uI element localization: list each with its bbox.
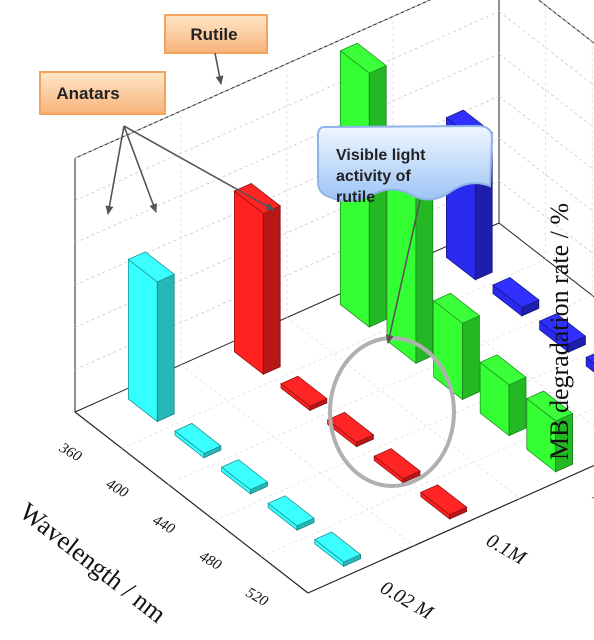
y-tick-label: 0.02 M — [377, 577, 438, 625]
bar-front-face — [233, 190, 264, 376]
grid-line-z — [498, 11, 594, 86]
z-axis-title: MB degradation rate / % — [545, 203, 574, 460]
bars — [127, 42, 594, 568]
anatase-arrow-3 — [123, 125, 275, 211]
bar-top-face — [373, 448, 421, 480]
visible-light-callout — [317, 124, 494, 202]
grid-line-z — [498, 180, 594, 256]
x-tick-label: 520 — [243, 585, 271, 610]
side-floor-edge — [498, 222, 594, 298]
bar-front-face — [585, 356, 594, 373]
x-tick-label: 480 — [196, 549, 224, 574]
bar-1.2M-440 — [432, 292, 481, 401]
y-tick-label: 1.2 M — [589, 482, 594, 525]
bar-0.1M-480 — [373, 448, 421, 484]
bar-commercial-400 — [492, 277, 540, 317]
bar-side-face — [156, 273, 175, 423]
anatase-arrow-2 — [123, 125, 157, 213]
grid-line-z — [498, 138, 594, 213]
floor-grid-x — [214, 351, 594, 521]
bar-top-face — [220, 459, 269, 491]
visible-light-line-3: rutile — [336, 189, 375, 206]
rutile-callout — [164, 14, 268, 54]
bar-top-face — [526, 390, 574, 422]
bar-top-face — [479, 354, 527, 386]
bar-top-face — [326, 411, 375, 443]
bar-top-face — [267, 495, 315, 527]
rutile-callout-label: Rutile — [190, 25, 237, 44]
visible-light-line-2: activity of — [336, 168, 411, 185]
grid-line-z — [74, 11, 500, 201]
bar-0.02M-440 — [220, 459, 269, 495]
bar-1.2M-480 — [479, 354, 527, 437]
bar-top-face — [174, 422, 222, 454]
bar-0.1M-520 — [420, 484, 468, 520]
bar-0.02M-400 — [174, 422, 222, 459]
bar-top-face — [314, 531, 362, 563]
bar-top-face — [339, 42, 387, 74]
bar-side-face — [508, 376, 527, 437]
x-tick-label: 400 — [103, 476, 131, 501]
bar-0.02M-480 — [267, 495, 315, 531]
bar-top-face — [127, 251, 175, 283]
bar-1.2M-520 — [526, 390, 574, 473]
bar-0.02M-520 — [314, 531, 362, 568]
floor-grid-y — [286, 317, 521, 499]
visible-light-line-1: Visible light — [336, 147, 426, 164]
floor-grid-y — [180, 364, 415, 547]
annotations: Anatars Rutile Visible light activity of… — [39, 14, 494, 488]
grid-line-z — [498, 95, 594, 171]
bar-side-face — [262, 205, 281, 375]
x-tick-label: 360 — [56, 440, 85, 466]
anatase-arrow-1 — [105, 125, 125, 215]
x-axis-line — [74, 411, 309, 594]
bar-top-face — [585, 353, 594, 364]
y-tick-label: 0.1M — [483, 529, 531, 570]
bar-commercial-440 — [538, 313, 587, 353]
anatase-callout — [39, 71, 166, 115]
grid-line-z — [74, 53, 500, 244]
bar-top-face — [280, 375, 328, 407]
bar-top-face — [538, 313, 587, 345]
bar-side-face — [462, 315, 480, 401]
visible-light-arrow — [385, 199, 421, 344]
bar-top-face — [432, 292, 481, 324]
x-axis-title: Wavelength / nm — [14, 497, 171, 629]
rutile-arrow — [214, 52, 224, 85]
bar-top-face — [420, 484, 468, 516]
anatase-callout-label: Anatars — [56, 84, 119, 103]
bar-0.1M-400 — [280, 375, 328, 412]
grid-line-z — [498, 53, 594, 129]
bar-0.1M-360 — [233, 183, 281, 376]
bar-top-face — [492, 277, 540, 308]
floor-grid-x — [121, 258, 546, 449]
bar-commercial-480 — [585, 353, 594, 373]
bar-0.02M-360 — [127, 251, 175, 423]
floor-grid-x — [168, 295, 593, 485]
bar-front-face — [127, 258, 158, 423]
bar-0.1M-440 — [326, 411, 375, 448]
x-tick-label: 440 — [150, 512, 178, 537]
grid-line-z — [74, 0, 431, 159]
